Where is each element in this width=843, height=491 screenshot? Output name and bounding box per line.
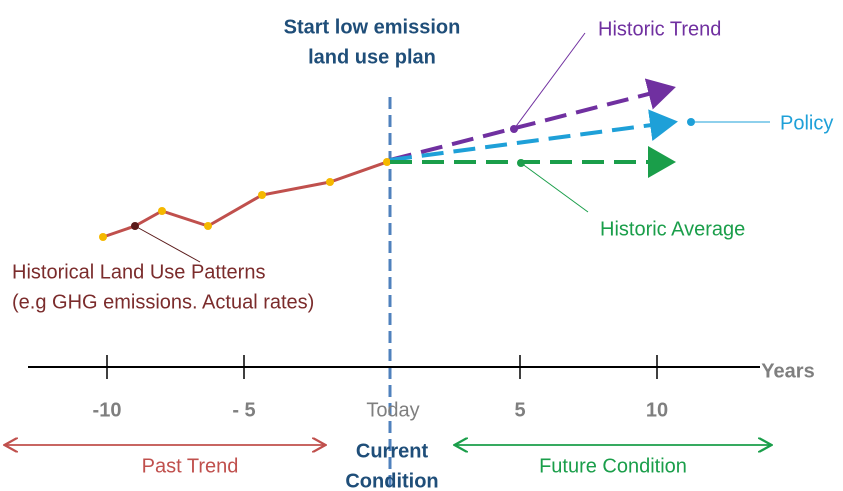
historical-label: Historical Land Use Patterns	[12, 261, 265, 283]
callout-line	[134, 225, 201, 263]
tick-label: -10	[93, 399, 122, 421]
current-label: Condition	[345, 470, 438, 491]
callout-line	[520, 162, 589, 213]
tick-label: Today	[366, 399, 419, 421]
tick-label: 10	[646, 399, 668, 421]
plan-label: Start low emission	[284, 16, 461, 38]
policy-label: Policy	[780, 112, 833, 134]
trend-label: Historic Trend	[598, 18, 721, 40]
tick-label: - 5	[232, 399, 255, 421]
callout-line	[513, 32, 586, 130]
average-label: Historic Average	[600, 218, 745, 240]
trend-arrow	[389, 78, 676, 162]
historical-line	[102, 160, 388, 239]
policy-arrow	[389, 109, 678, 162]
historical-label: (e.g GHG emissions. Actual rates)	[12, 291, 314, 313]
historical-points	[99, 158, 391, 241]
future-label: Future Condition	[539, 455, 687, 477]
tick-label: 5	[514, 399, 525, 421]
current-label: Current	[356, 440, 429, 462]
axis-ticks	[106, 355, 658, 379]
past-label: Past Trend	[142, 455, 239, 477]
plan-label: land use plan	[308, 46, 436, 68]
axis-label: Years	[761, 360, 814, 382]
